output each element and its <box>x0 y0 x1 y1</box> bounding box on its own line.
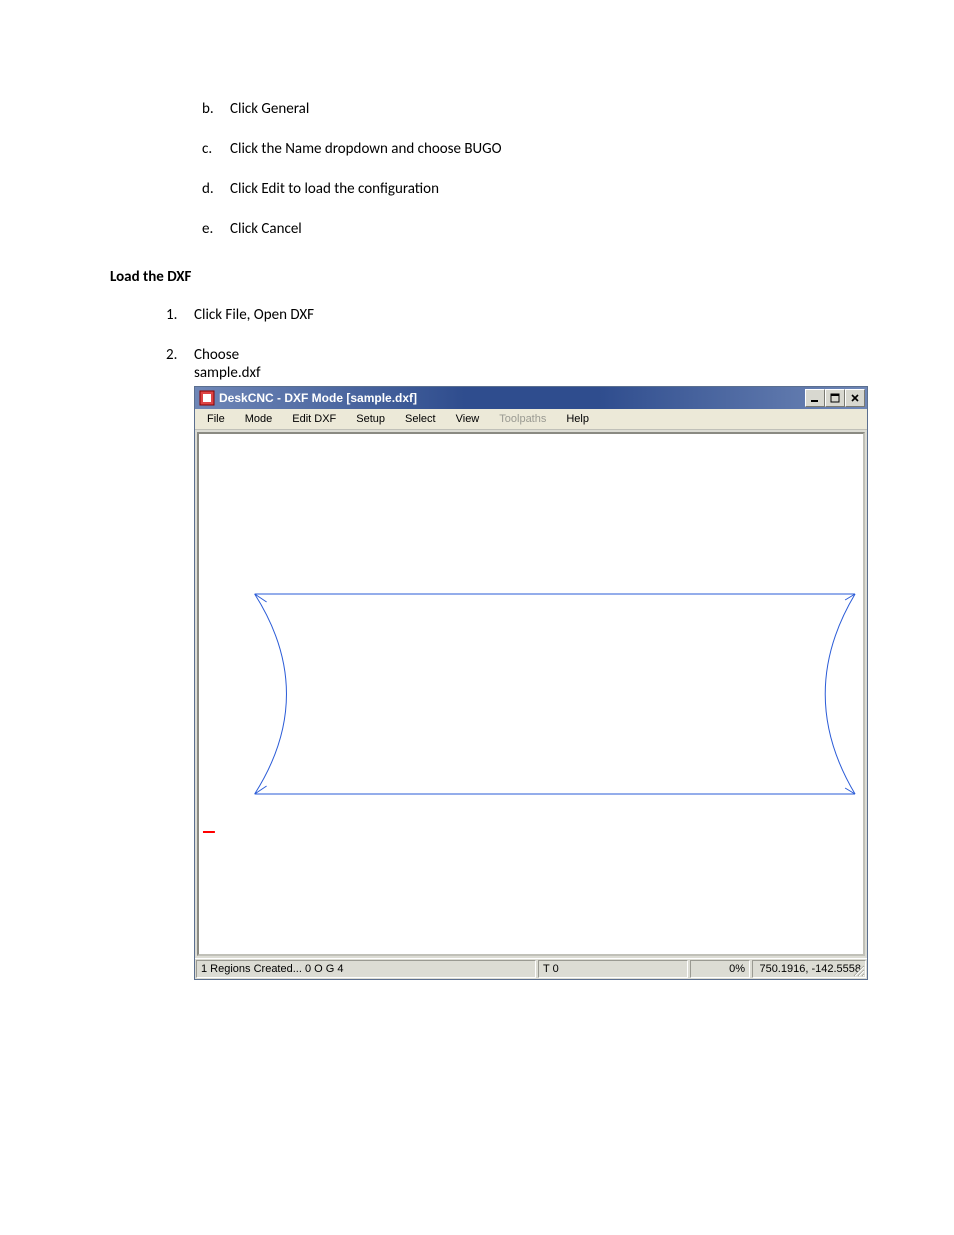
dxf-path <box>255 594 855 794</box>
menu-view[interactable]: View <box>446 411 490 427</box>
list-marker: e. <box>202 220 230 238</box>
menu-toolpaths: Toolpaths <box>489 411 556 427</box>
menu-file[interactable]: File <box>197 411 235 427</box>
status-tool: T 0 <box>538 960 688 978</box>
menu-edit-dxf[interactable]: Edit DXF <box>282 411 346 427</box>
status-coords-text: 750.1916, -142.5558 <box>759 963 861 975</box>
menu-select[interactable]: Select <box>395 411 446 427</box>
list-text: sample.dxf <box>194 364 868 382</box>
status-percent: 0% <box>690 960 750 978</box>
dxf-drawing <box>199 434 863 954</box>
status-coords: 750.1916, -142.5558 <box>752 960 866 978</box>
document-page: b. Click General c. Click the Name dropd… <box>0 0 954 1044</box>
menu-mode[interactable]: Mode <box>235 411 283 427</box>
minimize-button[interactable] <box>805 389 825 407</box>
list-item: e. Click Cancel <box>202 220 844 238</box>
list-text: Click General <box>230 100 309 118</box>
list-item: c. Click the Name dropdown and choose BU… <box>202 140 844 158</box>
deskcnc-window: DeskCNC - DXF Mode [sample.dxf] <box>194 386 868 980</box>
list-marker: c. <box>202 140 230 158</box>
menu-bar: File Mode Edit DXF Setup Select View Too… <box>195 409 867 430</box>
lettered-sublist: b. Click General c. Click the Name dropd… <box>202 100 844 238</box>
menu-setup[interactable]: Setup <box>346 411 395 427</box>
close-button[interactable] <box>845 389 865 407</box>
list-marker: d. <box>202 180 230 198</box>
list-marker: 1. <box>166 306 194 324</box>
list-marker: 2. <box>166 346 194 980</box>
list-text: Click the Name dropdown and choose BUGO <box>230 140 502 158</box>
app-icon <box>199 390 215 406</box>
dxf-canvas[interactable] <box>197 432 865 956</box>
window-controls <box>805 389 865 407</box>
menu-help[interactable]: Help <box>556 411 599 427</box>
title-bar[interactable]: DeskCNC - DXF Mode [sample.dxf] <box>195 387 867 409</box>
list-item: b. Click General <box>202 100 844 118</box>
numbered-list: 1. Click File, Open DXF 2. Choose sample… <box>166 306 844 980</box>
list-text: Click Cancel <box>230 220 302 238</box>
section-heading: Load the DXF <box>110 268 844 286</box>
list-text: Click File, Open DXF <box>194 306 314 324</box>
status-bar: 1 Regions Created... 0 O G 4 T 0 0% 750.… <box>195 958 867 979</box>
list-item: 1. Click File, Open DXF <box>166 306 844 324</box>
maximize-button[interactable] <box>825 389 845 407</box>
resize-grip-icon[interactable] <box>851 963 865 977</box>
list-text: Choose <box>194 346 868 364</box>
status-regions: 1 Regions Created... 0 O G 4 <box>196 960 536 978</box>
window-title: DeskCNC - DXF Mode [sample.dxf] <box>219 391 805 405</box>
list-item: d. Click Edit to load the configuration <box>202 180 844 198</box>
list-text: Click Edit to load the configuration <box>230 180 439 198</box>
list-item: 2. Choose sample.dxf DeskCNC - DXF Mode … <box>166 346 844 980</box>
list-marker: b. <box>202 100 230 118</box>
